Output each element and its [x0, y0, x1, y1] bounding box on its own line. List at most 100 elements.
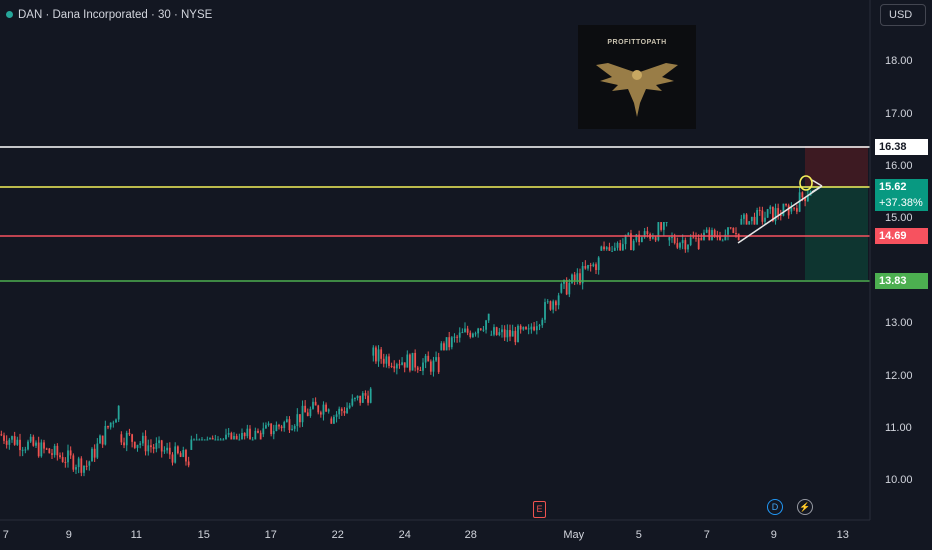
time-tick-label: 5 — [635, 529, 642, 541]
candle-body — [88, 461, 91, 466]
candle-body — [769, 206, 772, 210]
candle-body — [278, 424, 280, 427]
candle-body — [403, 362, 406, 368]
candle-body — [91, 448, 93, 462]
candle-body — [729, 227, 732, 229]
candle-body — [206, 439, 209, 441]
candle-body — [708, 229, 711, 241]
candle-body — [584, 266, 587, 269]
split-marker[interactable]: ⚡ — [797, 499, 813, 515]
candle-body — [616, 242, 619, 248]
candle-body — [466, 328, 469, 333]
candle-body — [80, 458, 83, 473]
candle-body — [327, 409, 330, 412]
candle-body — [340, 408, 343, 411]
candle-body — [479, 328, 482, 330]
candle-body — [681, 240, 684, 244]
candle-body — [270, 423, 273, 435]
candle-body — [131, 434, 134, 442]
candle-body — [490, 334, 493, 336]
candle-body — [214, 439, 217, 441]
candle-body — [509, 330, 511, 337]
candle-body — [299, 414, 301, 423]
candle-body — [671, 237, 673, 239]
candle-body — [568, 282, 571, 295]
candle-body — [632, 240, 635, 251]
candle-body — [21, 449, 24, 451]
price-tick-label: 15.00 — [885, 212, 913, 225]
candle-body — [227, 433, 230, 435]
candle-body — [104, 425, 107, 445]
candle-body — [375, 347, 377, 362]
candle-body — [377, 349, 380, 362]
candle-body — [766, 209, 769, 218]
candle-body — [458, 332, 461, 338]
candle-body — [179, 453, 182, 457]
candle-body — [471, 333, 474, 337]
dividend-marker[interactable]: D — [767, 499, 783, 515]
candle-body — [697, 238, 700, 250]
candle-body — [756, 210, 759, 225]
candle-body — [695, 237, 697, 239]
candle-body — [724, 234, 727, 241]
candles-group — [0, 187, 812, 477]
candle-body — [83, 465, 85, 473]
candle-body — [787, 205, 790, 216]
candle-body — [563, 279, 565, 284]
candle-body — [779, 214, 782, 216]
symbol-text: DAN · Dana Incorporated · 30 · NYSE — [18, 9, 213, 21]
candle-body — [390, 365, 393, 367]
candle-body — [285, 419, 288, 423]
candle-body — [804, 197, 807, 202]
candle-body — [535, 326, 538, 331]
trendline[interactable] — [737, 185, 823, 244]
candle-body — [603, 246, 605, 250]
candle-body — [0, 434, 3, 436]
candle-body — [461, 332, 464, 334]
candle-body — [109, 422, 112, 428]
levels-group — [0, 146, 870, 282]
candle-body — [393, 366, 396, 369]
candle-body — [144, 435, 147, 452]
candle-body — [793, 207, 796, 209]
currency-button[interactable]: USD — [880, 4, 926, 26]
candle-body — [395, 364, 398, 369]
candle-body — [743, 214, 745, 219]
candle-body — [312, 401, 314, 409]
candle-body — [301, 405, 304, 423]
candle-body — [230, 433, 233, 440]
candle-body — [619, 242, 622, 251]
candle-body — [522, 326, 525, 330]
candle-body — [635, 234, 638, 241]
candle-body — [750, 216, 753, 222]
candle-body — [514, 330, 517, 343]
candle-body — [43, 442, 45, 449]
earnings-marker[interactable]: E — [533, 501, 546, 518]
candle-body — [125, 432, 128, 446]
candle-body — [166, 447, 169, 451]
time-tick-label: 11 — [130, 529, 143, 541]
price-tick-label: 13.00 — [885, 317, 913, 330]
candle-body — [592, 264, 595, 267]
symbol-title[interactable]: DAN · Dana Incorporated · 30 · NYSE — [6, 9, 212, 21]
watermark-text: PROFITTOPATH — [607, 39, 667, 46]
candle-body — [662, 222, 665, 230]
candle-body — [77, 458, 80, 468]
candle-body — [748, 221, 751, 225]
time-tick-label: 17 — [264, 529, 277, 541]
candle-body — [306, 412, 309, 416]
red-level-price: 14.69 — [879, 230, 907, 242]
candle-body — [32, 436, 35, 446]
candle-body — [8, 439, 11, 445]
candle-body — [325, 404, 327, 412]
candle-body — [37, 442, 40, 457]
candle-body — [75, 467, 77, 470]
candle-body — [222, 439, 225, 441]
green-level-price: 13.83 — [879, 275, 907, 287]
candle-body — [53, 445, 56, 455]
candle-body — [761, 210, 764, 222]
candle-body — [740, 218, 743, 225]
highlight-circle[interactable] — [799, 175, 813, 191]
market-status-icon — [6, 11, 13, 19]
